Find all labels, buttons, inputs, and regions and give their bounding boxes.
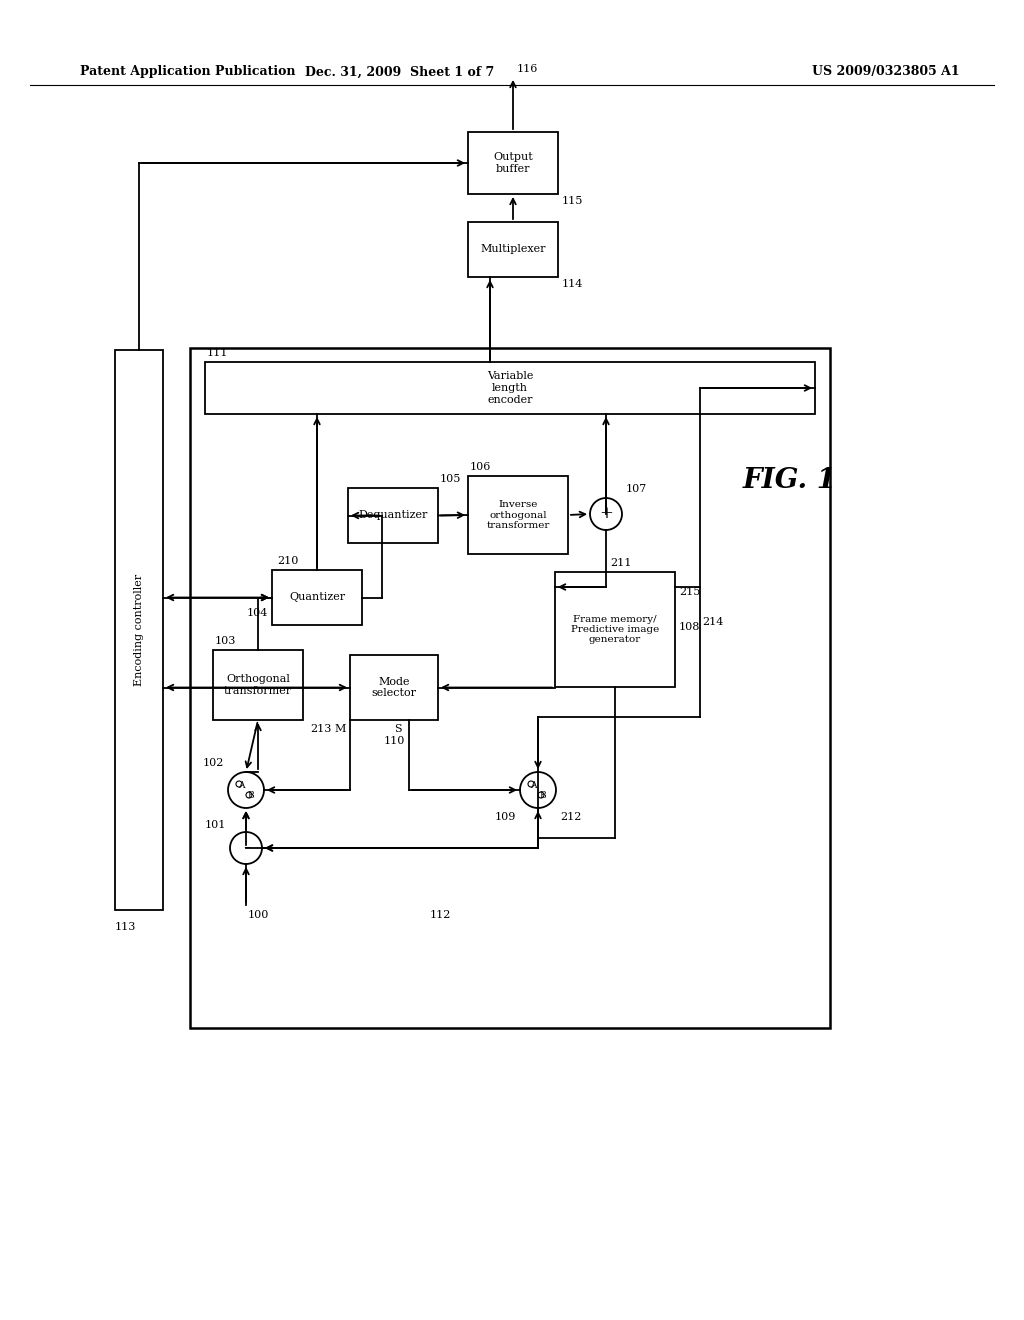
Circle shape	[246, 792, 252, 799]
Text: 215: 215	[679, 587, 700, 597]
Text: Encoding controller: Encoding controller	[134, 574, 144, 686]
Text: Dec. 31, 2009  Sheet 1 of 7: Dec. 31, 2009 Sheet 1 of 7	[305, 66, 495, 78]
Circle shape	[236, 781, 242, 787]
Text: Output
buffer: Output buffer	[494, 152, 532, 174]
Text: 214: 214	[702, 616, 723, 627]
Bar	[350, 655, 438, 719]
Text: -: -	[243, 840, 249, 857]
Circle shape	[590, 498, 622, 531]
Text: 112: 112	[430, 909, 452, 920]
Text: Inverse
orthogonal
transformer: Inverse orthogonal transformer	[486, 500, 550, 529]
Text: 105: 105	[440, 474, 462, 484]
Text: 111: 111	[207, 348, 228, 358]
Text: 100: 100	[248, 909, 269, 920]
Circle shape	[520, 772, 556, 808]
Text: FIG. 1: FIG. 1	[743, 466, 837, 494]
Text: 114: 114	[562, 279, 584, 289]
Text: 115: 115	[562, 195, 584, 206]
Text: 101: 101	[205, 820, 226, 830]
Text: 106: 106	[470, 462, 492, 473]
Circle shape	[538, 792, 544, 799]
Text: S: S	[394, 723, 401, 734]
Text: Variable
length
encoder: Variable length encoder	[486, 371, 534, 405]
Text: M: M	[335, 723, 346, 734]
Text: Quantizer: Quantizer	[289, 593, 345, 602]
Text: Mode
selector: Mode selector	[372, 677, 417, 698]
Bar	[468, 477, 568, 554]
Bar	[272, 570, 362, 624]
Text: +: +	[599, 506, 613, 523]
Text: Orthogonal
transformer: Orthogonal transformer	[224, 675, 292, 696]
Text: 116: 116	[517, 63, 539, 74]
Bar	[115, 350, 163, 909]
Text: B: B	[248, 792, 254, 800]
Text: A: A	[529, 780, 537, 789]
Text: 213: 213	[310, 723, 332, 734]
Bar	[468, 132, 558, 194]
Circle shape	[230, 832, 262, 865]
Text: Multiplexer: Multiplexer	[480, 244, 546, 255]
Text: 212: 212	[560, 812, 582, 822]
Text: 211: 211	[610, 558, 632, 568]
Text: 108: 108	[679, 622, 700, 632]
Text: 104: 104	[247, 607, 268, 618]
Text: Frame memory/
Predictive image
generator: Frame memory/ Predictive image generator	[570, 615, 659, 644]
Text: 110: 110	[384, 737, 406, 746]
Circle shape	[528, 781, 534, 787]
Text: 113: 113	[115, 921, 136, 932]
Text: 109: 109	[495, 812, 516, 822]
Text: A: A	[238, 780, 245, 789]
Circle shape	[228, 772, 264, 808]
Text: Dequantizer: Dequantizer	[358, 511, 428, 520]
Bar	[213, 649, 303, 719]
Bar	[205, 362, 815, 414]
Bar	[468, 222, 558, 277]
Bar	[348, 488, 438, 543]
Text: 102: 102	[203, 758, 224, 768]
Text: 107: 107	[626, 484, 647, 494]
Bar	[555, 572, 675, 686]
Text: 103: 103	[215, 636, 237, 645]
Text: 210: 210	[278, 556, 298, 566]
Text: B: B	[540, 792, 547, 800]
Text: US 2009/0323805 A1: US 2009/0323805 A1	[812, 66, 961, 78]
Bar	[190, 348, 830, 1028]
Text: Patent Application Publication: Patent Application Publication	[80, 66, 296, 78]
